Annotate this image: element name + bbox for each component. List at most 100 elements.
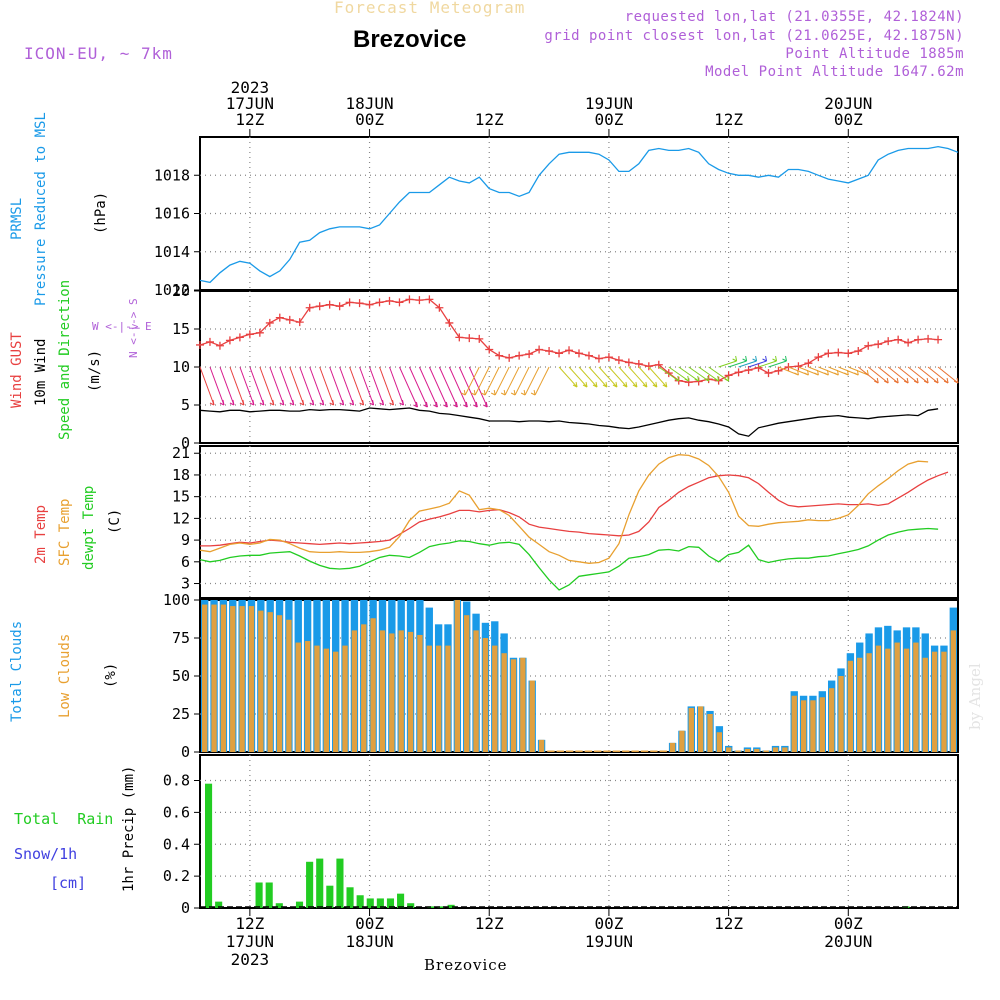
gust-point (934, 335, 943, 344)
low-cloud-bar (857, 657, 863, 752)
gust-point (614, 356, 623, 365)
gust-point (724, 371, 733, 380)
gust-point (644, 362, 653, 371)
gust-point (874, 340, 883, 349)
y-tick-label: 0 (181, 434, 190, 452)
wind-arrow-head (520, 389, 526, 396)
gust-point (485, 345, 494, 354)
wind-arrow (319, 366, 335, 406)
wind-arrow-head (602, 381, 608, 388)
wind-arrow-head (762, 355, 768, 362)
gust-point (884, 337, 893, 346)
wind-arrow-head (714, 375, 720, 382)
wind-arrow-head (724, 375, 730, 382)
low-cloud-bar (903, 648, 910, 752)
wind-arrow-head (443, 401, 448, 408)
bottom-time-label: 20JUN (824, 932, 872, 951)
wind-arrow (408, 366, 428, 408)
wind-arrow-head (379, 399, 385, 406)
wind-arrow-head (229, 399, 235, 406)
zero-cloud-bar (631, 750, 639, 752)
rain-bar (215, 901, 223, 908)
wind-arrow-head (642, 381, 648, 388)
wind-arrow-head (490, 389, 496, 396)
low-cloud-bar (464, 615, 470, 752)
low-cloud-bar (304, 641, 311, 752)
y-tick-label: 0.8 (163, 772, 190, 790)
wind-arrow (718, 360, 737, 368)
gust-point (345, 298, 354, 307)
y-tick-label: 10 (172, 358, 190, 376)
wind-arrow (598, 366, 618, 388)
wind-arrow (219, 366, 235, 406)
y-tick-label: 0.6 (163, 803, 190, 821)
precip-frame (199, 754, 959, 909)
rain-bar (346, 887, 354, 908)
wind-arrow (907, 366, 929, 384)
precip-panel: 0 0.2 0.4 0.6 0.8 (163, 754, 959, 917)
wind-arrow (887, 366, 909, 384)
wind-arrow-head (299, 399, 305, 406)
low-cloud-bar (492, 645, 498, 752)
wind-direction-arrows (199, 355, 959, 408)
wind-arrow-head (530, 389, 536, 396)
gust-point (734, 368, 743, 377)
y-tick-label: 0 (181, 899, 190, 917)
wind-arrow-head (433, 401, 438, 408)
temperature-frame (199, 445, 959, 599)
rain-bar (306, 861, 314, 908)
gust-point (565, 346, 574, 355)
low-cloud-bar (482, 638, 489, 752)
wind-arrow-head (694, 375, 700, 382)
zero-cloud-bar (547, 750, 555, 752)
bottom-time-label: 17JUN (226, 932, 274, 951)
zero-cloud-bar (650, 750, 658, 752)
low-cloud-bar (361, 624, 367, 752)
top-time-label: 12Z (235, 110, 264, 129)
wind-arrow-head (893, 377, 899, 384)
zero-cloud-bar (603, 750, 611, 752)
low-cloud-bar (754, 748, 760, 752)
zero-cloud-bar (575, 750, 583, 752)
low-cloud-bar (819, 697, 825, 752)
wind-arrow-head (903, 377, 909, 384)
gust-point (864, 341, 873, 350)
wind-arrow (678, 366, 700, 382)
gust-point (445, 318, 454, 327)
low-cloud-bar (333, 651, 339, 752)
rain-bar (397, 893, 405, 908)
zero-cloud-bar (622, 750, 630, 752)
rain-bar (447, 904, 455, 908)
zero-cloud-bar (565, 750, 574, 752)
gust-point (385, 296, 394, 305)
y-tick-label: 1014 (154, 243, 190, 261)
low-cloud-bar (913, 642, 919, 752)
wind-arrow-head (463, 401, 468, 408)
low-cloud-bar (398, 630, 404, 752)
low-cloud-bar (847, 660, 854, 752)
model-label: ICON-EU, ~ 7km (24, 44, 173, 63)
wind-arrow-head (662, 381, 668, 388)
wind-arrow (289, 366, 305, 406)
bottom-time-label: 19JUN (585, 932, 633, 951)
y-tick-label: 1012 (154, 281, 190, 299)
wind-arrow (349, 366, 365, 406)
y-tick-label: 15 (172, 488, 190, 506)
wind-arrow-head (622, 381, 628, 388)
series-line (199, 407, 939, 437)
wind-arrow-head (732, 355, 738, 362)
y-tick-label: 12 (172, 509, 190, 527)
gust-point (325, 300, 334, 309)
rain-bar (437, 906, 445, 908)
y-tick-label: 20 (172, 282, 190, 300)
wind-arrow (428, 366, 448, 408)
zero-cloud-bar (640, 750, 649, 752)
y-tick-label: 0 (181, 743, 190, 761)
wind-arrow-head (239, 399, 245, 406)
model-altitude: Model Point Altitude 1647.62m (705, 64, 964, 80)
wind-arrow (399, 366, 418, 408)
gust-point (375, 298, 384, 307)
y-tick-label: 9 (181, 531, 190, 549)
y-tick-label: 50 (172, 667, 190, 685)
